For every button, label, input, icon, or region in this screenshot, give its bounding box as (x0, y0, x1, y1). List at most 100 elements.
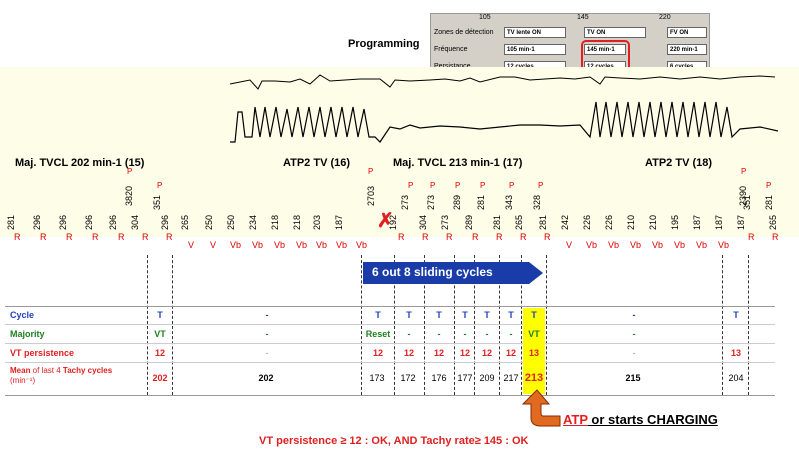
beat-label: Vb (316, 240, 328, 250)
interval-tick: 250 (204, 214, 214, 230)
majority-cell: VT (154, 329, 166, 339)
interval-tick: 296 (84, 214, 94, 230)
mean-cell: 213 (524, 372, 544, 384)
persistence-label: Persistance (434, 63, 471, 70)
beat-label: R (472, 232, 479, 242)
mean-cell: 177 (457, 373, 473, 383)
mean-cell: 176 (431, 373, 447, 383)
ventricular-trace (230, 101, 779, 143)
interval-tick: 289 (464, 214, 474, 230)
majority-cell: - (407, 329, 411, 339)
interval-tick: 2703 (366, 185, 376, 206)
mean-label-unit: (min⁻¹) (10, 376, 36, 385)
beat-label: R (40, 232, 47, 242)
cycle-cell: T (406, 310, 412, 320)
beat-label: Vb (296, 240, 308, 250)
row-divider (5, 306, 775, 307)
interval-tick: 343 (504, 194, 514, 210)
persistence-cell: 12 (505, 348, 516, 358)
mean-cell: 202 (152, 373, 168, 383)
interval-tick: 3820 (124, 185, 134, 206)
row-divider (5, 343, 775, 344)
beat-label: Vb (274, 240, 286, 250)
cycle-cell: T (531, 310, 537, 320)
beat-label: V (188, 240, 195, 250)
ecg-traces (229, 74, 779, 143)
cycle-cell: T (157, 310, 163, 320)
mean-cell: 172 (400, 373, 416, 383)
highlight-column (523, 308, 545, 394)
beat-label: V (210, 240, 217, 250)
mean-cell: 204 (728, 373, 744, 383)
interval-tick: 281 (492, 214, 502, 230)
divider-line (394, 255, 395, 395)
majority-cell: Reset (365, 329, 391, 339)
atp-word: ATP (563, 412, 588, 427)
persistence-cell: - (632, 348, 636, 358)
beat-label: Vb (696, 240, 708, 250)
divider-line (454, 255, 455, 395)
interval-tick: 218 (292, 214, 302, 230)
atp2-tv-16-label: ATP2 TV (16) (283, 157, 351, 169)
interval-tick: 226 (604, 214, 614, 230)
divider-line (172, 255, 173, 395)
atrial-trace (229, 74, 776, 90)
beat-label: R (446, 232, 453, 242)
divider-line (722, 255, 723, 395)
sliding-window-arrow (363, 262, 543, 284)
interval-tick: 351 (152, 194, 162, 210)
interval-tick: 304 (418, 214, 428, 230)
interval-tick: 273 (440, 214, 450, 230)
interval-tick: 281 (538, 214, 548, 230)
freq-vf[interactable]: 220 min-1 (667, 44, 707, 55)
interval-tick: 187 (714, 214, 724, 230)
cycle-cell: T (375, 310, 381, 320)
interval-tick: 304 (130, 214, 140, 230)
atp2-tv-18-label: ATP2 TV (18) (645, 157, 713, 169)
zone-vt[interactable]: TV ON (584, 27, 646, 38)
p-marker: P (509, 181, 515, 190)
interval-tick: 265 (180, 214, 190, 230)
beat-label: R (544, 232, 551, 242)
zones-label: Zones de détection (434, 29, 494, 36)
freq-vt[interactable]: 145 min-1 (584, 44, 626, 55)
interval-tick: 242 (560, 214, 570, 230)
persistence-cell: 13 (730, 348, 741, 358)
persistence-cell: - (265, 348, 269, 358)
cycle-cell: T (436, 310, 442, 320)
interval-tick: 195 (670, 214, 680, 230)
beat-label: Vb (356, 240, 368, 250)
majority-cell: - (632, 329, 636, 339)
mean-cell: 173 (369, 373, 385, 383)
divider-line (474, 255, 475, 395)
curved-arrow-icon (521, 389, 561, 427)
beat-label: R (14, 232, 21, 242)
beat-label: Vb (652, 240, 664, 250)
interval-tick: 210 (626, 214, 636, 230)
interval-tick: 289 (452, 194, 462, 210)
interval-tick: 234 (248, 214, 258, 230)
p-marker: P (368, 167, 374, 176)
freq-slow-vt[interactable]: 105 min-1 (504, 44, 566, 55)
persistence-cell: 12 (403, 348, 414, 358)
interval-tick: 296 (108, 214, 118, 230)
p-marker: P (157, 181, 163, 190)
interval-tick: 218 (270, 214, 280, 230)
persistence-cell: 12 (154, 348, 165, 358)
divider-line (546, 255, 547, 395)
p-marker: P (127, 167, 133, 176)
sliding-window-label: 6 out 8 sliding cycles (372, 265, 493, 279)
beat-label-row: R R R R R R R V V Vb Vb Vb Vb Vb Vb Vb R… (0, 232, 799, 252)
mean-cell: 217 (503, 373, 519, 383)
p-marker: P (408, 181, 414, 190)
p-marker: P (766, 181, 772, 190)
divider-line (424, 255, 425, 395)
beat-label: Vb (674, 240, 686, 250)
beat-label: R (142, 232, 149, 242)
majority-cell: - (265, 329, 269, 339)
zone-slow-vt[interactable]: TV lente ON (504, 27, 566, 38)
maj-tvcl-213-label: Maj. TVCL 213 min-1 (17) (393, 157, 523, 169)
zone-vf[interactable]: FV ON (667, 27, 707, 38)
majority-row-label: Majority (10, 329, 45, 339)
interval-tick: 210 (648, 214, 658, 230)
